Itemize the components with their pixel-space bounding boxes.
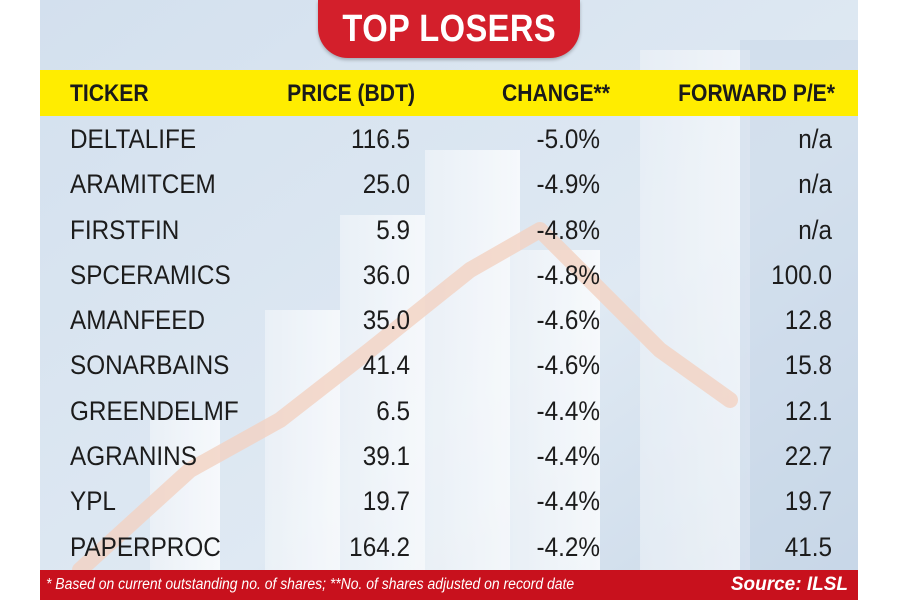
cell-forward-pe: 41.5 <box>784 531 832 562</box>
cell-ticker: SPCERAMICS <box>70 259 231 290</box>
table-row: SONARBAINS 41.4 -4.6% 15.8 <box>40 342 858 387</box>
column-header-forward-pe: FORWARD P/E* <box>678 80 835 107</box>
cell-ticker: DELTALIFE <box>70 124 197 154</box>
cell-forward-pe: n/a <box>798 214 832 245</box>
cell-forward-pe: 15.8 <box>784 350 832 381</box>
cell-price: 116.5 <box>350 124 410 154</box>
cell-change: -4.4% <box>536 395 600 426</box>
table-header: TICKER PRICE (BDT) CHANGE** FORWARD P/E* <box>40 70 858 116</box>
cell-forward-pe: 12.8 <box>784 305 832 336</box>
cell-ticker: AGRANINS <box>70 441 197 472</box>
cell-forward-pe: 100.0 <box>771 259 832 290</box>
table-row: DELTALIFE 116.5 -5.0% n/a <box>40 116 858 161</box>
cell-forward-pe: 12.1 <box>784 395 832 426</box>
table-row: YPL 19.7 -4.4% 19.7 <box>40 478 858 523</box>
column-header-change: CHANGE** <box>502 80 610 107</box>
cell-ticker: GREENDELMF <box>70 395 239 426</box>
column-header-ticker: TICKER <box>70 80 149 107</box>
footer-bar: * Based on current outstanding no. of sh… <box>40 570 858 600</box>
cell-price: 19.7 <box>362 486 410 517</box>
background-bars <box>150 40 858 570</box>
chart-title: TOP LOSERS <box>342 7 556 50</box>
infographic-panel: TOP LOSERS TICKER PRICE (BDT) CHANGE** F… <box>40 0 858 600</box>
cell-change: -4.8% <box>536 259 600 290</box>
source-credit: Source: ILSL <box>730 574 848 595</box>
cell-price: 164.2 <box>349 531 410 562</box>
cell-price: 25.0 <box>362 169 410 200</box>
cell-change: -4.9% <box>536 169 600 200</box>
cell-ticker: YPL <box>70 486 116 517</box>
table-row: ARAMITCEM 25.0 -4.9% n/a <box>40 161 858 206</box>
cell-ticker: AMANFEED <box>70 305 206 336</box>
cell-ticker: ARAMITCEM <box>70 169 216 200</box>
title-banner: TOP LOSERS <box>318 0 580 58</box>
cell-change: -4.4% <box>536 441 600 472</box>
cell-ticker: PAPERPROC <box>70 531 221 562</box>
cell-change: -4.6% <box>536 305 600 336</box>
table-row: FIRSTFIN 5.9 -4.8% n/a <box>40 207 858 252</box>
footnote-text: * Based on current outstanding no. of sh… <box>46 576 575 593</box>
table-row: AGRANINS 39.1 -4.4% 22.7 <box>40 433 858 478</box>
cell-change: -5.0% <box>536 124 600 154</box>
table-body: DELTALIFE 116.5 -5.0% n/a ARAMITCEM 25.0… <box>40 116 858 569</box>
cell-forward-pe: n/a <box>798 169 832 200</box>
table-row: GREENDELMF 6.5 -4.4% 12.1 <box>40 388 858 433</box>
column-header-price: PRICE (BDT) <box>287 80 415 107</box>
table-row: AMANFEED 35.0 -4.6% 12.8 <box>40 297 858 342</box>
cell-price: 5.9 <box>376 214 410 245</box>
cell-ticker: FIRSTFIN <box>70 214 180 245</box>
table-row: SPCERAMICS 36.0 -4.8% 100.0 <box>40 252 858 297</box>
cell-ticker: SONARBAINS <box>70 350 230 381</box>
table-row: PAPERPROC 164.2 -4.2% 41.5 <box>40 524 858 569</box>
cell-price: 6.5 <box>376 395 410 426</box>
cell-change: -4.6% <box>536 350 600 381</box>
cell-change: -4.4% <box>536 486 600 517</box>
cell-forward-pe: n/a <box>798 124 832 154</box>
cell-forward-pe: 22.7 <box>784 441 832 472</box>
background-trend-line <box>72 222 738 578</box>
cell-change: -4.2% <box>536 531 600 562</box>
cell-price: 36.0 <box>362 259 410 290</box>
cell-price: 39.1 <box>362 441 410 472</box>
cell-price: 41.4 <box>362 350 410 381</box>
cell-forward-pe: 19.7 <box>784 486 832 517</box>
cell-change: -4.8% <box>536 214 600 245</box>
cell-price: 35.0 <box>362 305 410 336</box>
